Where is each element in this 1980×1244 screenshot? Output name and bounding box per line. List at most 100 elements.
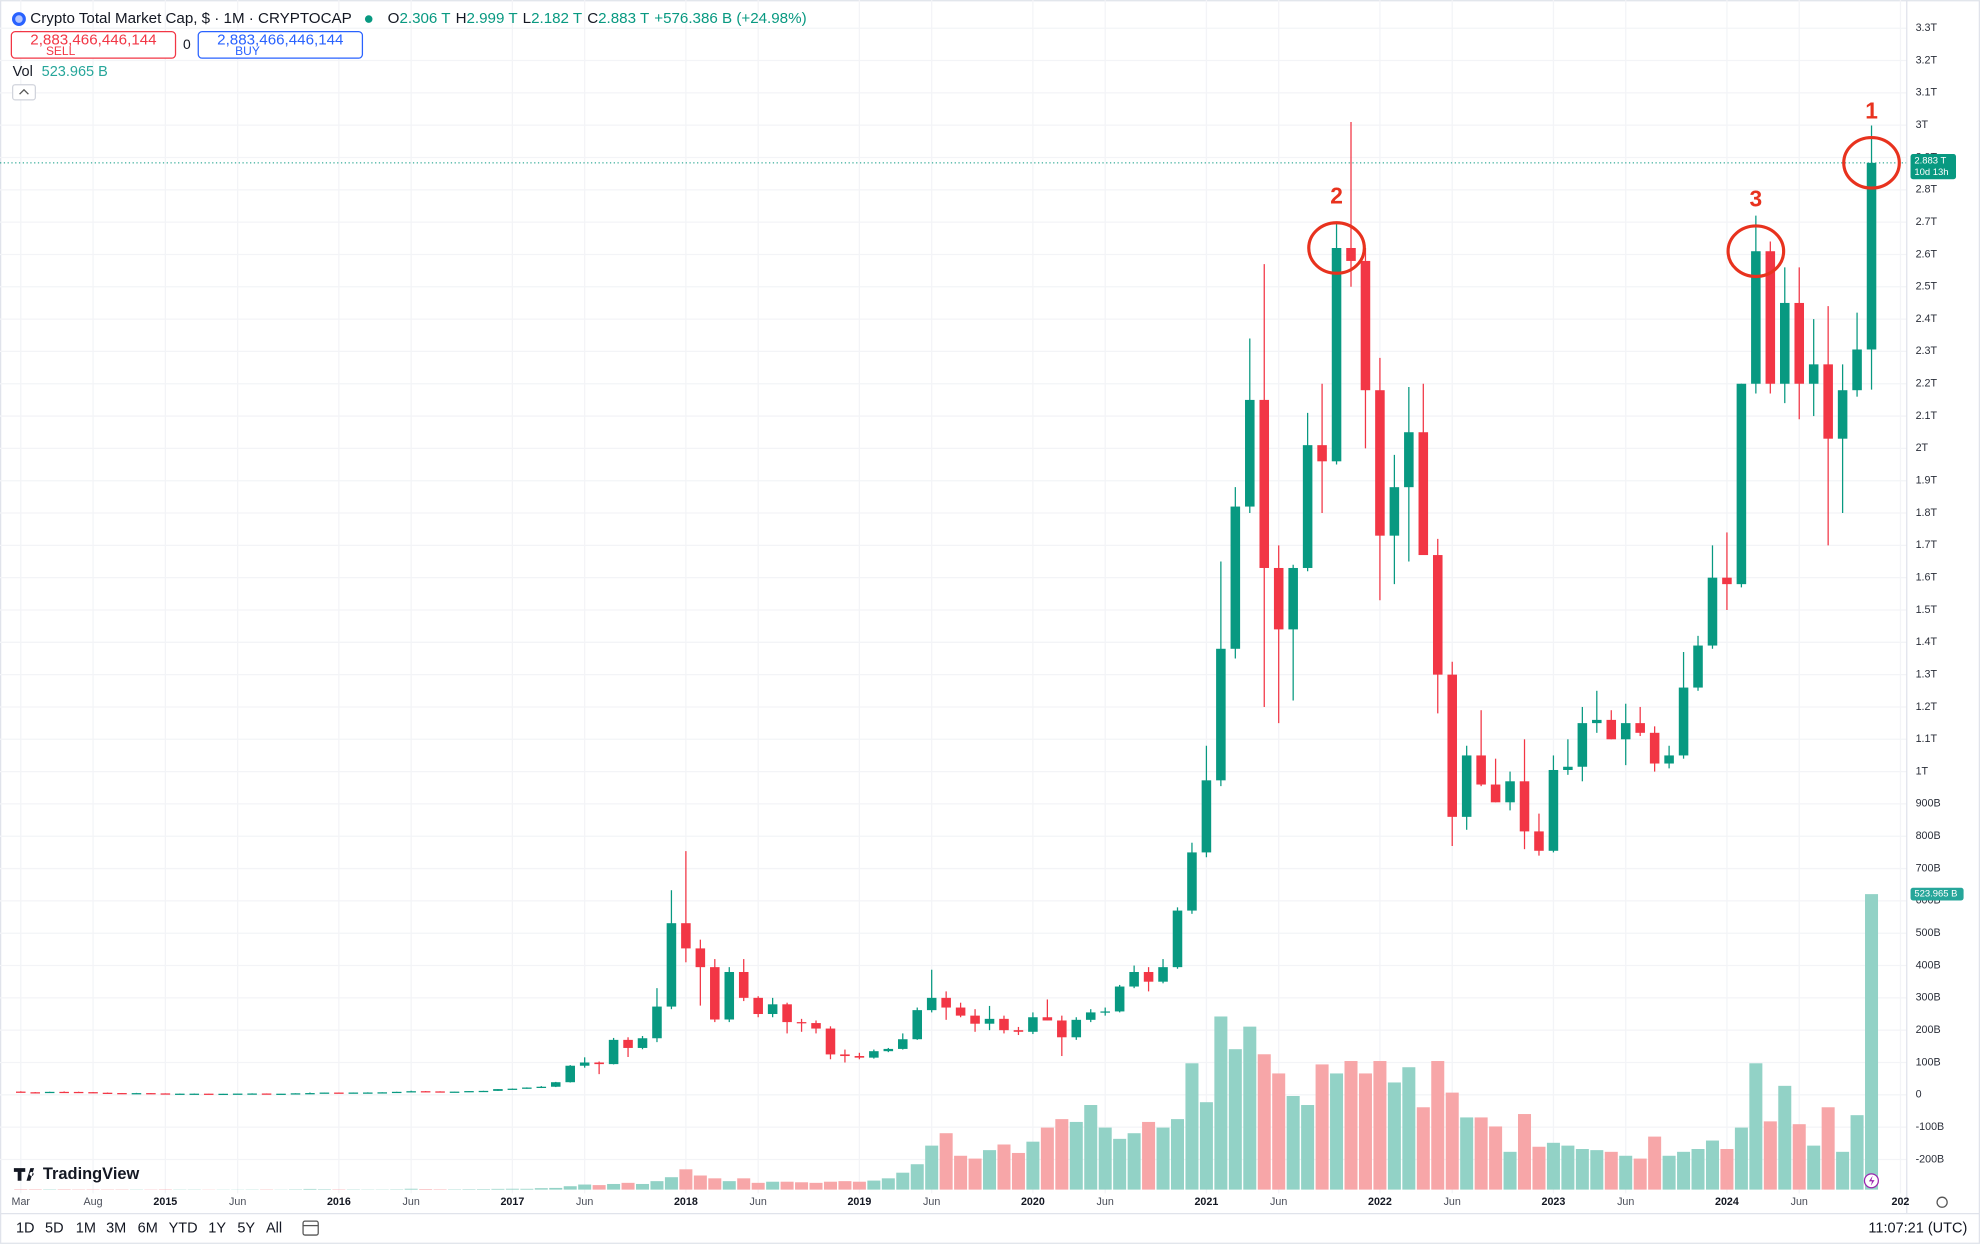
x-tick-label: Jun	[403, 1196, 420, 1208]
volume-bar	[1821, 1107, 1835, 1190]
highlight-circle	[1842, 136, 1901, 190]
volume-bar	[650, 1181, 664, 1190]
highlight-circle	[1307, 221, 1366, 275]
volume-bar	[1170, 1119, 1185, 1190]
range-button[interactable]: 6M	[138, 1221, 158, 1237]
legend-label: O	[388, 10, 400, 27]
x-tick-label: 2019	[847, 1196, 871, 1208]
volume-bar	[1228, 1049, 1242, 1190]
range-button[interactable]: 5D	[45, 1221, 64, 1237]
volume-bar	[1330, 1073, 1344, 1190]
x-tick-label: Jun	[750, 1196, 767, 1208]
x-tick-label: Jun	[576, 1196, 593, 1208]
range-button[interactable]: 5Y	[237, 1221, 255, 1237]
candle-body	[363, 1092, 373, 1094]
volume-bar	[1113, 1138, 1127, 1190]
candle-body	[1187, 852, 1197, 911]
candle-body	[464, 1091, 474, 1093]
candle-body	[710, 967, 720, 1020]
logo-text[interactable]: TradingView	[43, 1165, 140, 1183]
candle-body	[290, 1093, 301, 1095]
candle-body	[1432, 555, 1443, 675]
collapse-button[interactable]	[11, 84, 36, 101]
volume-bar	[737, 1178, 751, 1190]
symbol-icon-inner	[15, 15, 23, 23]
candle-body	[88, 1092, 98, 1094]
candle-body	[1143, 971, 1154, 982]
y-tick-label: 300B	[1916, 992, 1941, 1004]
candle-body	[44, 1091, 55, 1094]
candle-body	[898, 1039, 908, 1049]
volume-bar	[1402, 1067, 1416, 1190]
buy-button[interactable]	[197, 31, 364, 59]
candle-body	[522, 1087, 532, 1089]
volume-legend-label: Vol	[13, 64, 33, 80]
symbol-title[interactable]: Crypto Total Market Cap, $ · 1M · CRYPTO…	[30, 10, 351, 27]
volume-bar	[881, 1178, 895, 1190]
volume-bar	[983, 1150, 997, 1190]
settings-icon[interactable]	[1936, 1196, 1948, 1208]
candle-body	[1780, 302, 1790, 384]
candle-body	[796, 1022, 807, 1024]
candle-body	[1461, 755, 1472, 817]
candle-body	[1751, 251, 1761, 384]
x-tick-label: Jun	[1097, 1196, 1114, 1208]
volume-bar	[1127, 1133, 1141, 1190]
candle-body	[1476, 755, 1486, 785]
candle-body	[1201, 780, 1212, 853]
volume-bar	[1315, 1064, 1329, 1190]
candle-body	[1230, 506, 1241, 649]
candle-body	[348, 1092, 359, 1094]
y-tick-label: 3.3T	[1916, 22, 1938, 34]
y-tick-label: 500B	[1916, 927, 1941, 939]
candle-body	[666, 923, 677, 1007]
last-price-box	[1910, 154, 1957, 180]
candle-body	[912, 1010, 923, 1040]
candle-body	[536, 1086, 547, 1088]
date-range-icon[interactable]	[302, 1220, 319, 1236]
volume-bar	[578, 1184, 592, 1190]
legend-label: H	[456, 10, 467, 27]
candle-body	[869, 1051, 879, 1058]
highlight-circle	[1726, 224, 1786, 279]
annotation-label: 1	[1865, 97, 1878, 123]
candle-body	[1216, 648, 1226, 781]
volume-bar	[549, 1187, 563, 1190]
candle-body	[1129, 971, 1139, 987]
candle-body	[420, 1091, 431, 1093]
y-tick-label: 2.2T	[1916, 378, 1938, 390]
volume-bar	[419, 1189, 433, 1190]
candle-body	[1635, 723, 1645, 733]
sell-button[interactable]	[10, 31, 177, 59]
y-tick-label: 800B	[1916, 830, 1941, 842]
range-button[interactable]: 1M	[76, 1221, 96, 1237]
candle-body	[247, 1093, 257, 1095]
candle-body	[1534, 831, 1544, 851]
candle-body	[1808, 364, 1819, 384]
candle-body	[1447, 674, 1457, 817]
range-button[interactable]: 3M	[106, 1221, 126, 1237]
range-button[interactable]: YTD	[169, 1221, 198, 1237]
grid-layer	[0, 0, 1907, 1194]
range-button[interactable]: 1D	[16, 1221, 35, 1237]
volume-bar	[1619, 1155, 1633, 1190]
x-tick-label: Mar	[12, 1196, 31, 1208]
y-tick-label: 100B	[1916, 1056, 1941, 1068]
x-tick-label: 2021	[1194, 1196, 1218, 1208]
candle-body	[1794, 302, 1805, 384]
candle-body	[1678, 687, 1689, 756]
candle-body	[999, 1018, 1009, 1031]
y-tick-label: 1.4T	[1916, 636, 1938, 648]
range-button[interactable]: All	[266, 1221, 282, 1237]
alert-bolt	[1868, 1175, 1875, 1186]
y-tick-label: 1.2T	[1916, 701, 1938, 713]
range-button[interactable]: 1Y	[208, 1221, 226, 1237]
volume-bar	[1142, 1121, 1156, 1190]
candle-body	[782, 1004, 792, 1023]
candle-body	[637, 1038, 648, 1048]
x-tick-label: 2020	[1021, 1196, 1045, 1208]
x-tick-label: Aug	[84, 1196, 103, 1208]
volume-bar	[997, 1144, 1011, 1190]
